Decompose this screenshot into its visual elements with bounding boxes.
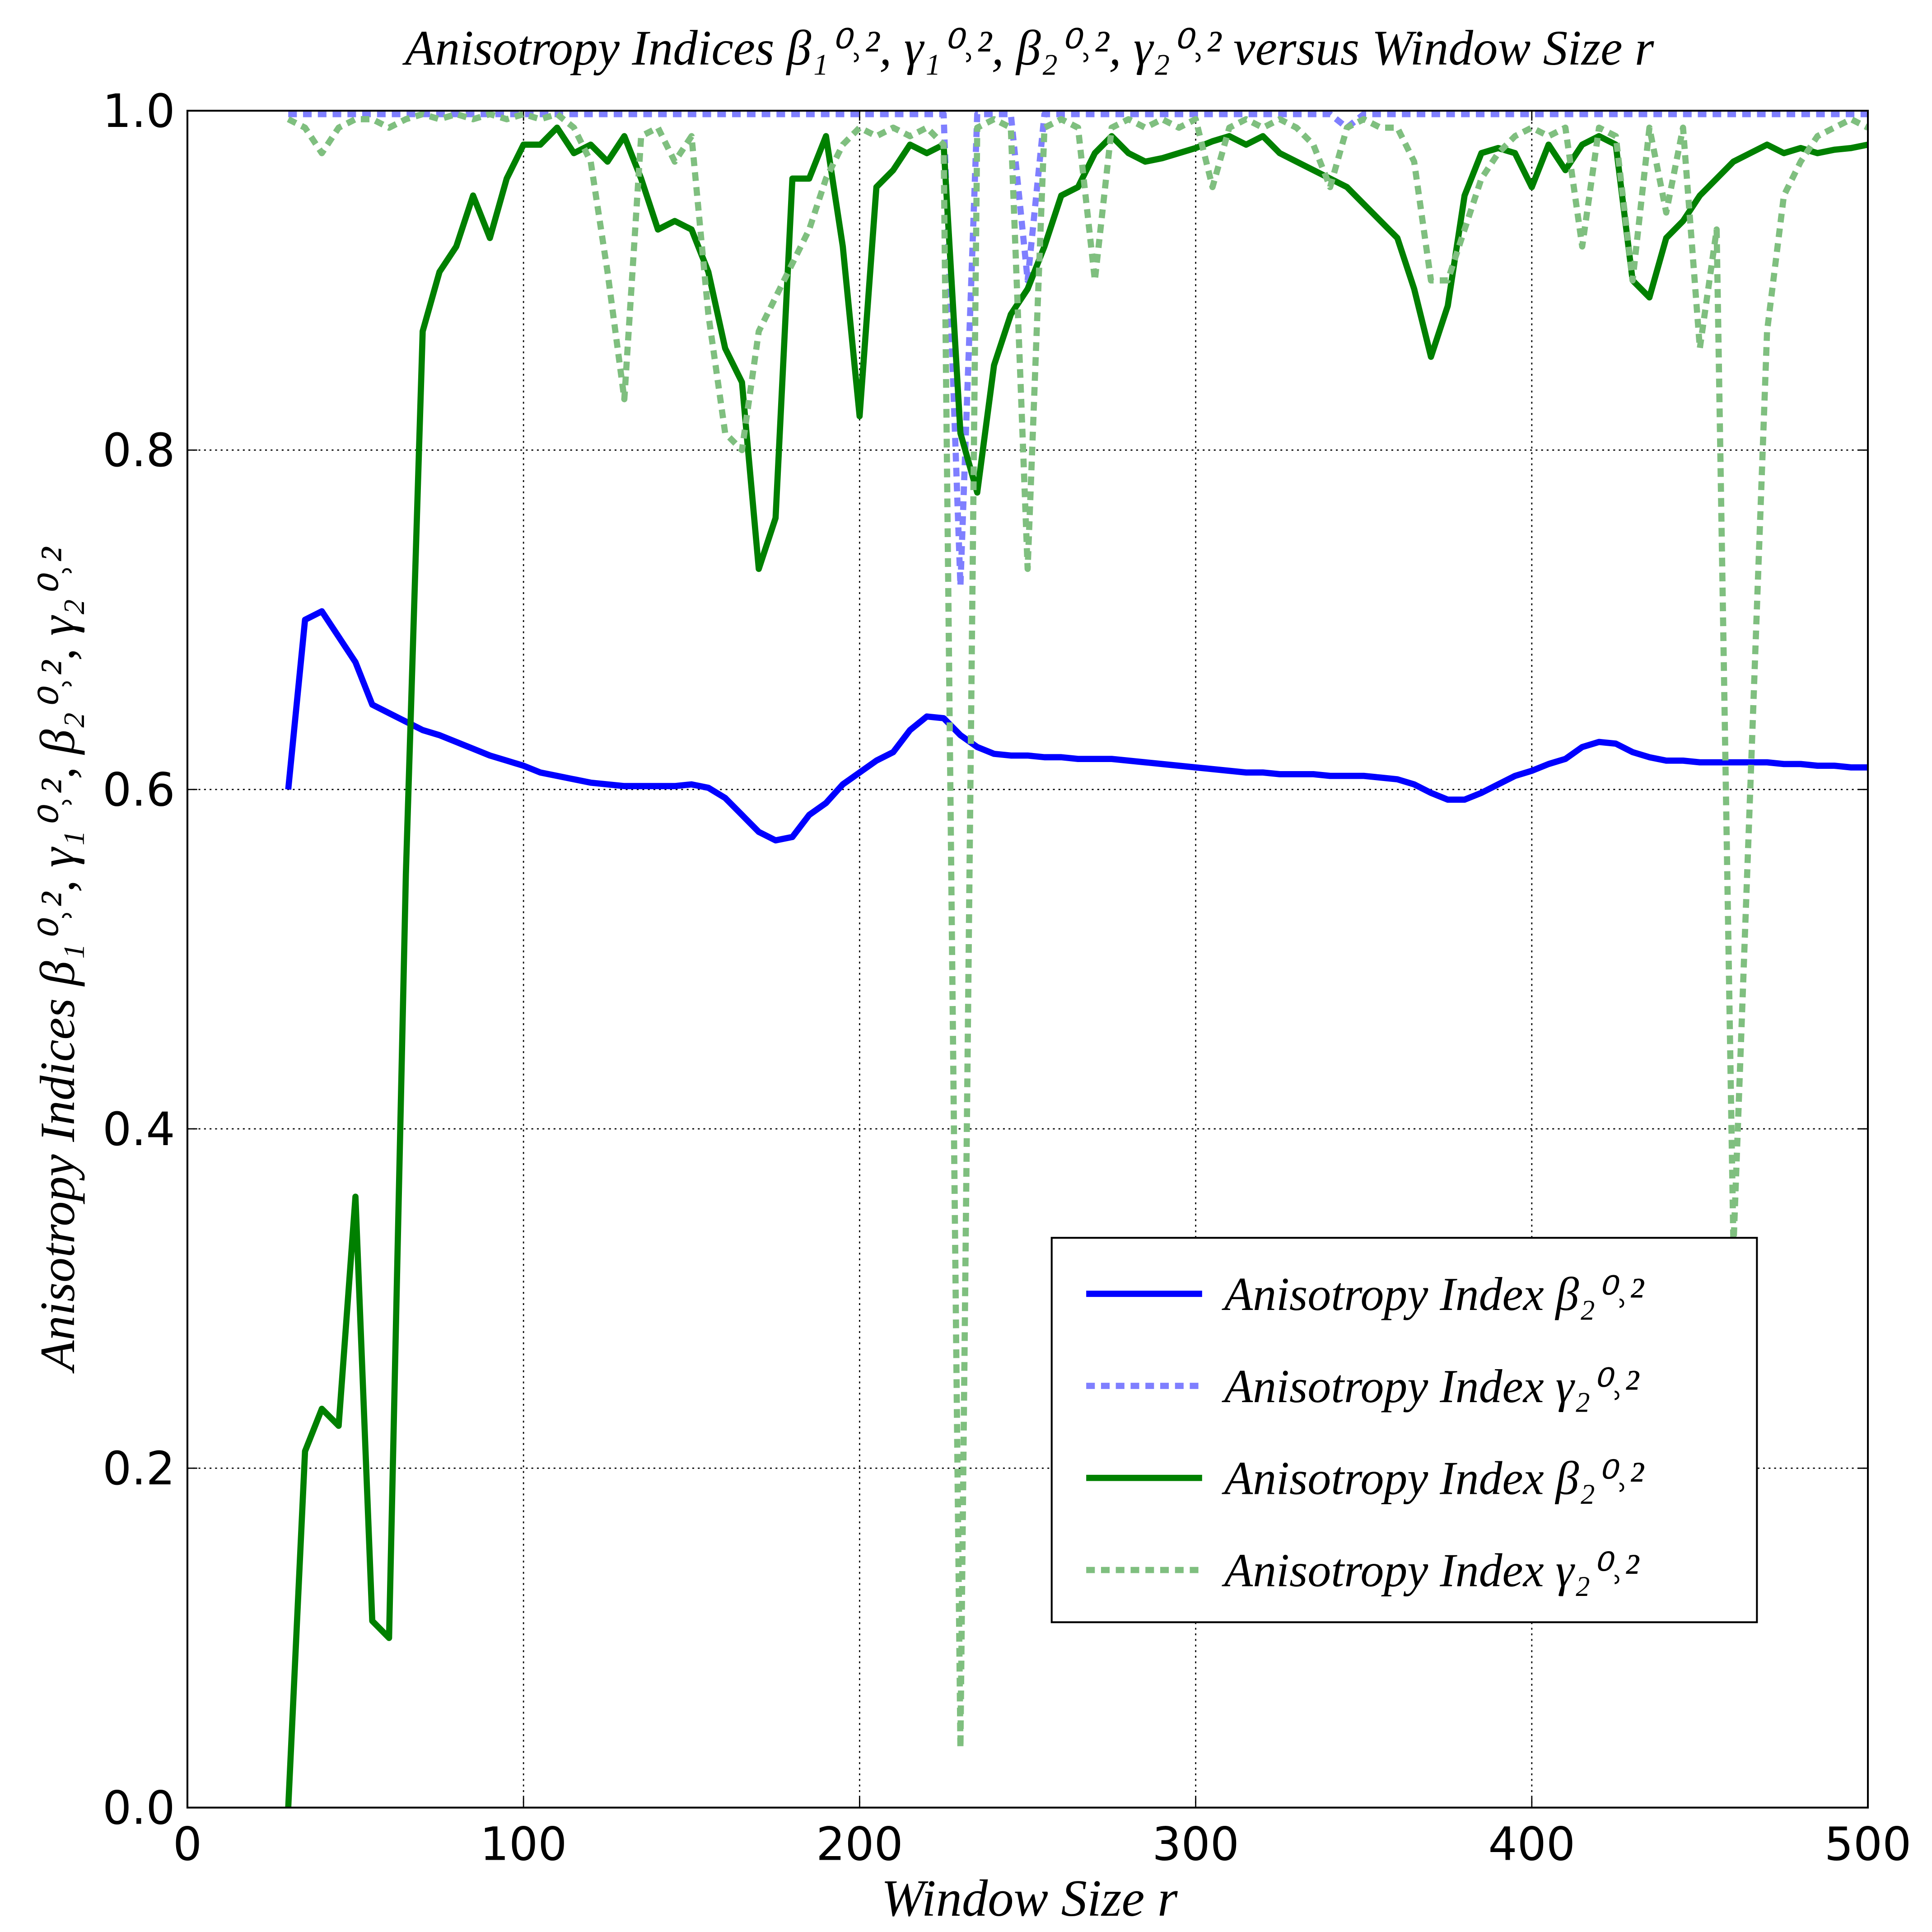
x-axis-label: Window Size r [882, 1869, 1178, 1927]
legend-label: Anisotropy Index γ₂⁰˒² [1222, 1360, 1640, 1413]
plot-frame [186, 110, 1869, 1809]
y-tick-label: 0.2 [103, 1442, 175, 1496]
y-tick-label: 0.8 [103, 424, 175, 477]
legend-label: Anisotropy Index β₂⁰˒² [1222, 1268, 1644, 1321]
y-tick-label: 1.0 [103, 84, 175, 138]
x-tick-label: 200 [816, 1817, 903, 1871]
x-tick-label: 100 [480, 1817, 567, 1871]
x-tick-label: 500 [1825, 1817, 1912, 1871]
chart-title: Anisotropy Indices β₁⁰˒², γ₁⁰˒², β₂⁰˒², … [402, 20, 1654, 76]
legend-label: Anisotropy Index β₂⁰˒² [1222, 1452, 1644, 1505]
legend-box [1050, 1237, 1758, 1623]
x-tick-label: 300 [1152, 1817, 1239, 1871]
y-tick-label: 0.6 [103, 763, 175, 817]
x-tick-label: 400 [1488, 1817, 1575, 1871]
legend-label: Anisotropy Index γ₂⁰˒² [1222, 1544, 1640, 1597]
data-line [288, 111, 1868, 589]
data-line [285, 608, 1868, 844]
y-tick-label: 0.4 [103, 1102, 175, 1156]
y-axis-label: Anisotropy Indices β₁⁰˒², γ₁⁰˒², β₂⁰˒², … [30, 547, 84, 1374]
x-tick-label: 0 [173, 1817, 202, 1871]
y-tick-label: 0.0 [103, 1781, 175, 1835]
data-line [285, 124, 1868, 1808]
data-line [287, 111, 1868, 1752]
